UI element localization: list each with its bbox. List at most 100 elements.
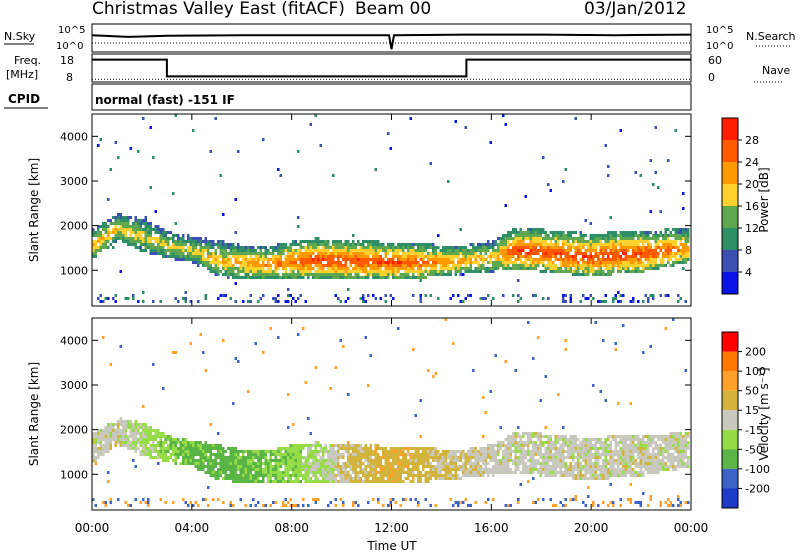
scatter-cell [539, 234, 542, 237]
scatter-cell [387, 456, 390, 459]
scatter-cell [672, 252, 675, 255]
nave-ytick-top: 60 [708, 54, 722, 67]
scatter-cell [144, 222, 147, 225]
scatter-cell [482, 246, 485, 249]
scatter-cell [574, 462, 577, 465]
scatter-cell [289, 252, 292, 255]
scatter-cell [569, 234, 572, 237]
scatter-cell [639, 234, 642, 237]
scatter-cell [287, 453, 290, 456]
scatter-cell [627, 267, 630, 270]
scatter-cell [517, 237, 520, 240]
scatter-cell [457, 501, 460, 504]
scatter-cell [272, 249, 275, 252]
scatter-cell [262, 471, 265, 474]
scatter-cell [257, 468, 260, 471]
scatter-cell [299, 246, 302, 249]
scatter-cell [197, 240, 200, 243]
scatter-cell [92, 459, 95, 462]
scatter-cell [419, 252, 422, 255]
scatter-cell [392, 276, 395, 279]
scatter-cell [649, 252, 652, 255]
scatter-cell [382, 468, 385, 471]
scatter-cell [587, 297, 590, 300]
scatter-cell [514, 441, 517, 444]
scatter-cell [129, 444, 132, 447]
scatter-cell [667, 261, 670, 264]
scatter-cell [359, 276, 362, 279]
scatter-cell [239, 456, 242, 459]
scatter-cell [557, 459, 560, 462]
scatter-cell [279, 276, 282, 279]
scatter-cell [614, 261, 617, 264]
scatter-cell [369, 252, 372, 255]
scatter-cell [547, 456, 550, 459]
scatter-cell [279, 474, 282, 477]
scatter-cell [529, 459, 532, 462]
scatter-cell [509, 450, 512, 453]
scatter-cell [274, 255, 277, 258]
nsky-ytick-top: 10^5 [58, 25, 85, 36]
colorbar-swatch [722, 228, 738, 250]
scatter-cell [219, 450, 222, 453]
scatter-cell [172, 249, 175, 252]
scatter-cell [367, 264, 370, 267]
scatter-cell [347, 480, 350, 483]
scatter-cell [222, 477, 225, 480]
scatter-cell [337, 459, 340, 462]
scatter-cell [567, 465, 570, 468]
nsky-strip: N.Sky N.Search 10^5 10^0 10^5 10^0 [4, 23, 796, 53]
scatter-cell [99, 234, 102, 237]
scatter-cell [94, 447, 97, 450]
scatter-cell [564, 255, 567, 258]
scatter-cell [474, 501, 477, 504]
scatter-cell [659, 261, 662, 264]
scatter-cell [409, 246, 412, 249]
scatter-cell [289, 456, 292, 459]
scatter-cell [99, 432, 102, 435]
scatter-cell [612, 246, 615, 249]
scatter-cell [357, 456, 360, 459]
scatter-cell [344, 270, 347, 273]
scatter-cell [669, 249, 672, 252]
scatter-cell [252, 246, 255, 249]
scatter-cell [179, 441, 182, 444]
scatter-cell [244, 270, 247, 273]
scatter-cell [519, 447, 522, 450]
scatter-cell [99, 246, 102, 249]
scatter-cell [459, 501, 462, 504]
scatter-cell [334, 504, 337, 507]
scatter-cell [452, 477, 455, 480]
scatter-cell [162, 231, 165, 234]
scatter-cell [199, 258, 202, 261]
scatter-cell [322, 240, 325, 243]
scatter-cell [659, 264, 662, 267]
scatter-cell [327, 474, 330, 477]
scatter-cell [367, 255, 370, 258]
scatter-cell [542, 456, 545, 459]
scatter-cell [642, 249, 645, 252]
scatter-cell [572, 441, 575, 444]
scatter-cell [547, 246, 550, 249]
scatter-cell [447, 465, 450, 468]
scatter-cell [479, 456, 482, 459]
scatter-cell [367, 240, 370, 243]
scatter-cell [297, 267, 300, 270]
scatter-cell [207, 261, 210, 264]
scatter-cell [174, 222, 177, 225]
scatter-cell [534, 450, 537, 453]
scatter-cell [179, 237, 182, 240]
scatter-cell [372, 270, 375, 273]
scatter-cell [484, 462, 487, 465]
scatter-cell [552, 249, 555, 252]
scatter-cell [519, 228, 522, 231]
scatter-cell [434, 252, 437, 255]
scatter-cell [449, 474, 452, 477]
scatter-cell [604, 261, 607, 264]
scatter-cell [414, 453, 417, 456]
scatter-cell [232, 462, 235, 465]
scatter-cell [159, 300, 162, 303]
scatter-cell [417, 264, 420, 267]
scatter-cell [149, 456, 152, 459]
scatter-cell [202, 264, 205, 267]
